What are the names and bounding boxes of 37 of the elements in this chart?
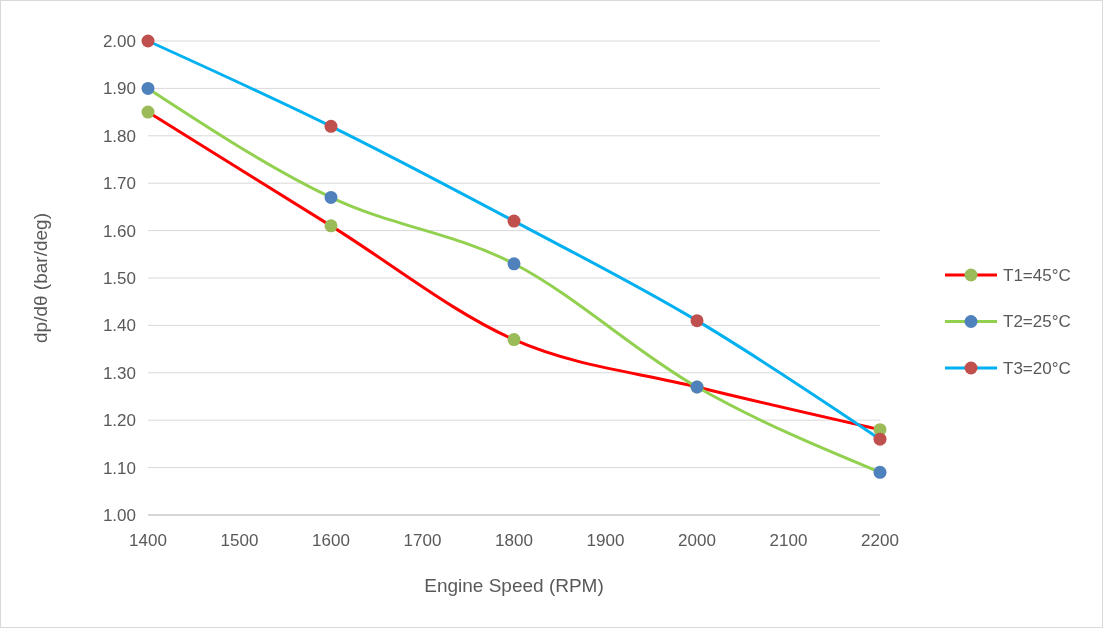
y-tick-label: 1.20 <box>102 411 136 431</box>
x-tick-label: 2100 <box>769 531 808 550</box>
point <box>324 119 338 133</box>
y-tick-label: 1.40 <box>102 316 136 336</box>
legend-label: T1=45°C <box>1003 265 1071 285</box>
y-tick-label: 1.10 <box>102 458 136 478</box>
legend-label: T3=20°C <box>1003 358 1071 378</box>
y-tick-label: 1.00 <box>102 505 136 525</box>
x-tick-label: 1400 <box>129 531 167 550</box>
y-tick-label: 1.60 <box>102 221 136 241</box>
point <box>507 333 521 347</box>
point <box>690 314 704 328</box>
y-tick-label: 1.90 <box>102 79 136 99</box>
point <box>141 105 155 119</box>
legend-label: T2=25°C <box>1003 312 1071 332</box>
y-tick-label: 1.30 <box>102 363 136 383</box>
point <box>141 34 155 48</box>
point <box>873 465 887 479</box>
x-tick-label: 1800 <box>495 531 533 550</box>
x-tick-label: 2000 <box>678 531 716 550</box>
x-axis-title: Engine Speed (RPM) <box>424 575 604 596</box>
y-tick-label: 1.70 <box>102 174 136 194</box>
point <box>141 81 155 95</box>
point <box>507 214 521 228</box>
x-tick-label: 1900 <box>586 531 625 550</box>
point <box>507 257 521 271</box>
point <box>873 432 887 446</box>
y-axis-title: dp/dθ (bar/deg) <box>30 213 51 343</box>
point <box>324 219 338 233</box>
y-tick-label: 2.00 <box>102 31 136 51</box>
x-tick-label: 2200 <box>861 531 899 550</box>
x-tick-label: 1600 <box>312 531 350 550</box>
y-tick-label: 1.80 <box>102 126 136 146</box>
point <box>324 190 338 204</box>
x-tick-label: 1700 <box>403 531 442 550</box>
x-tick-label: 1500 <box>220 531 259 550</box>
y-tick-label: 1.50 <box>102 268 136 288</box>
